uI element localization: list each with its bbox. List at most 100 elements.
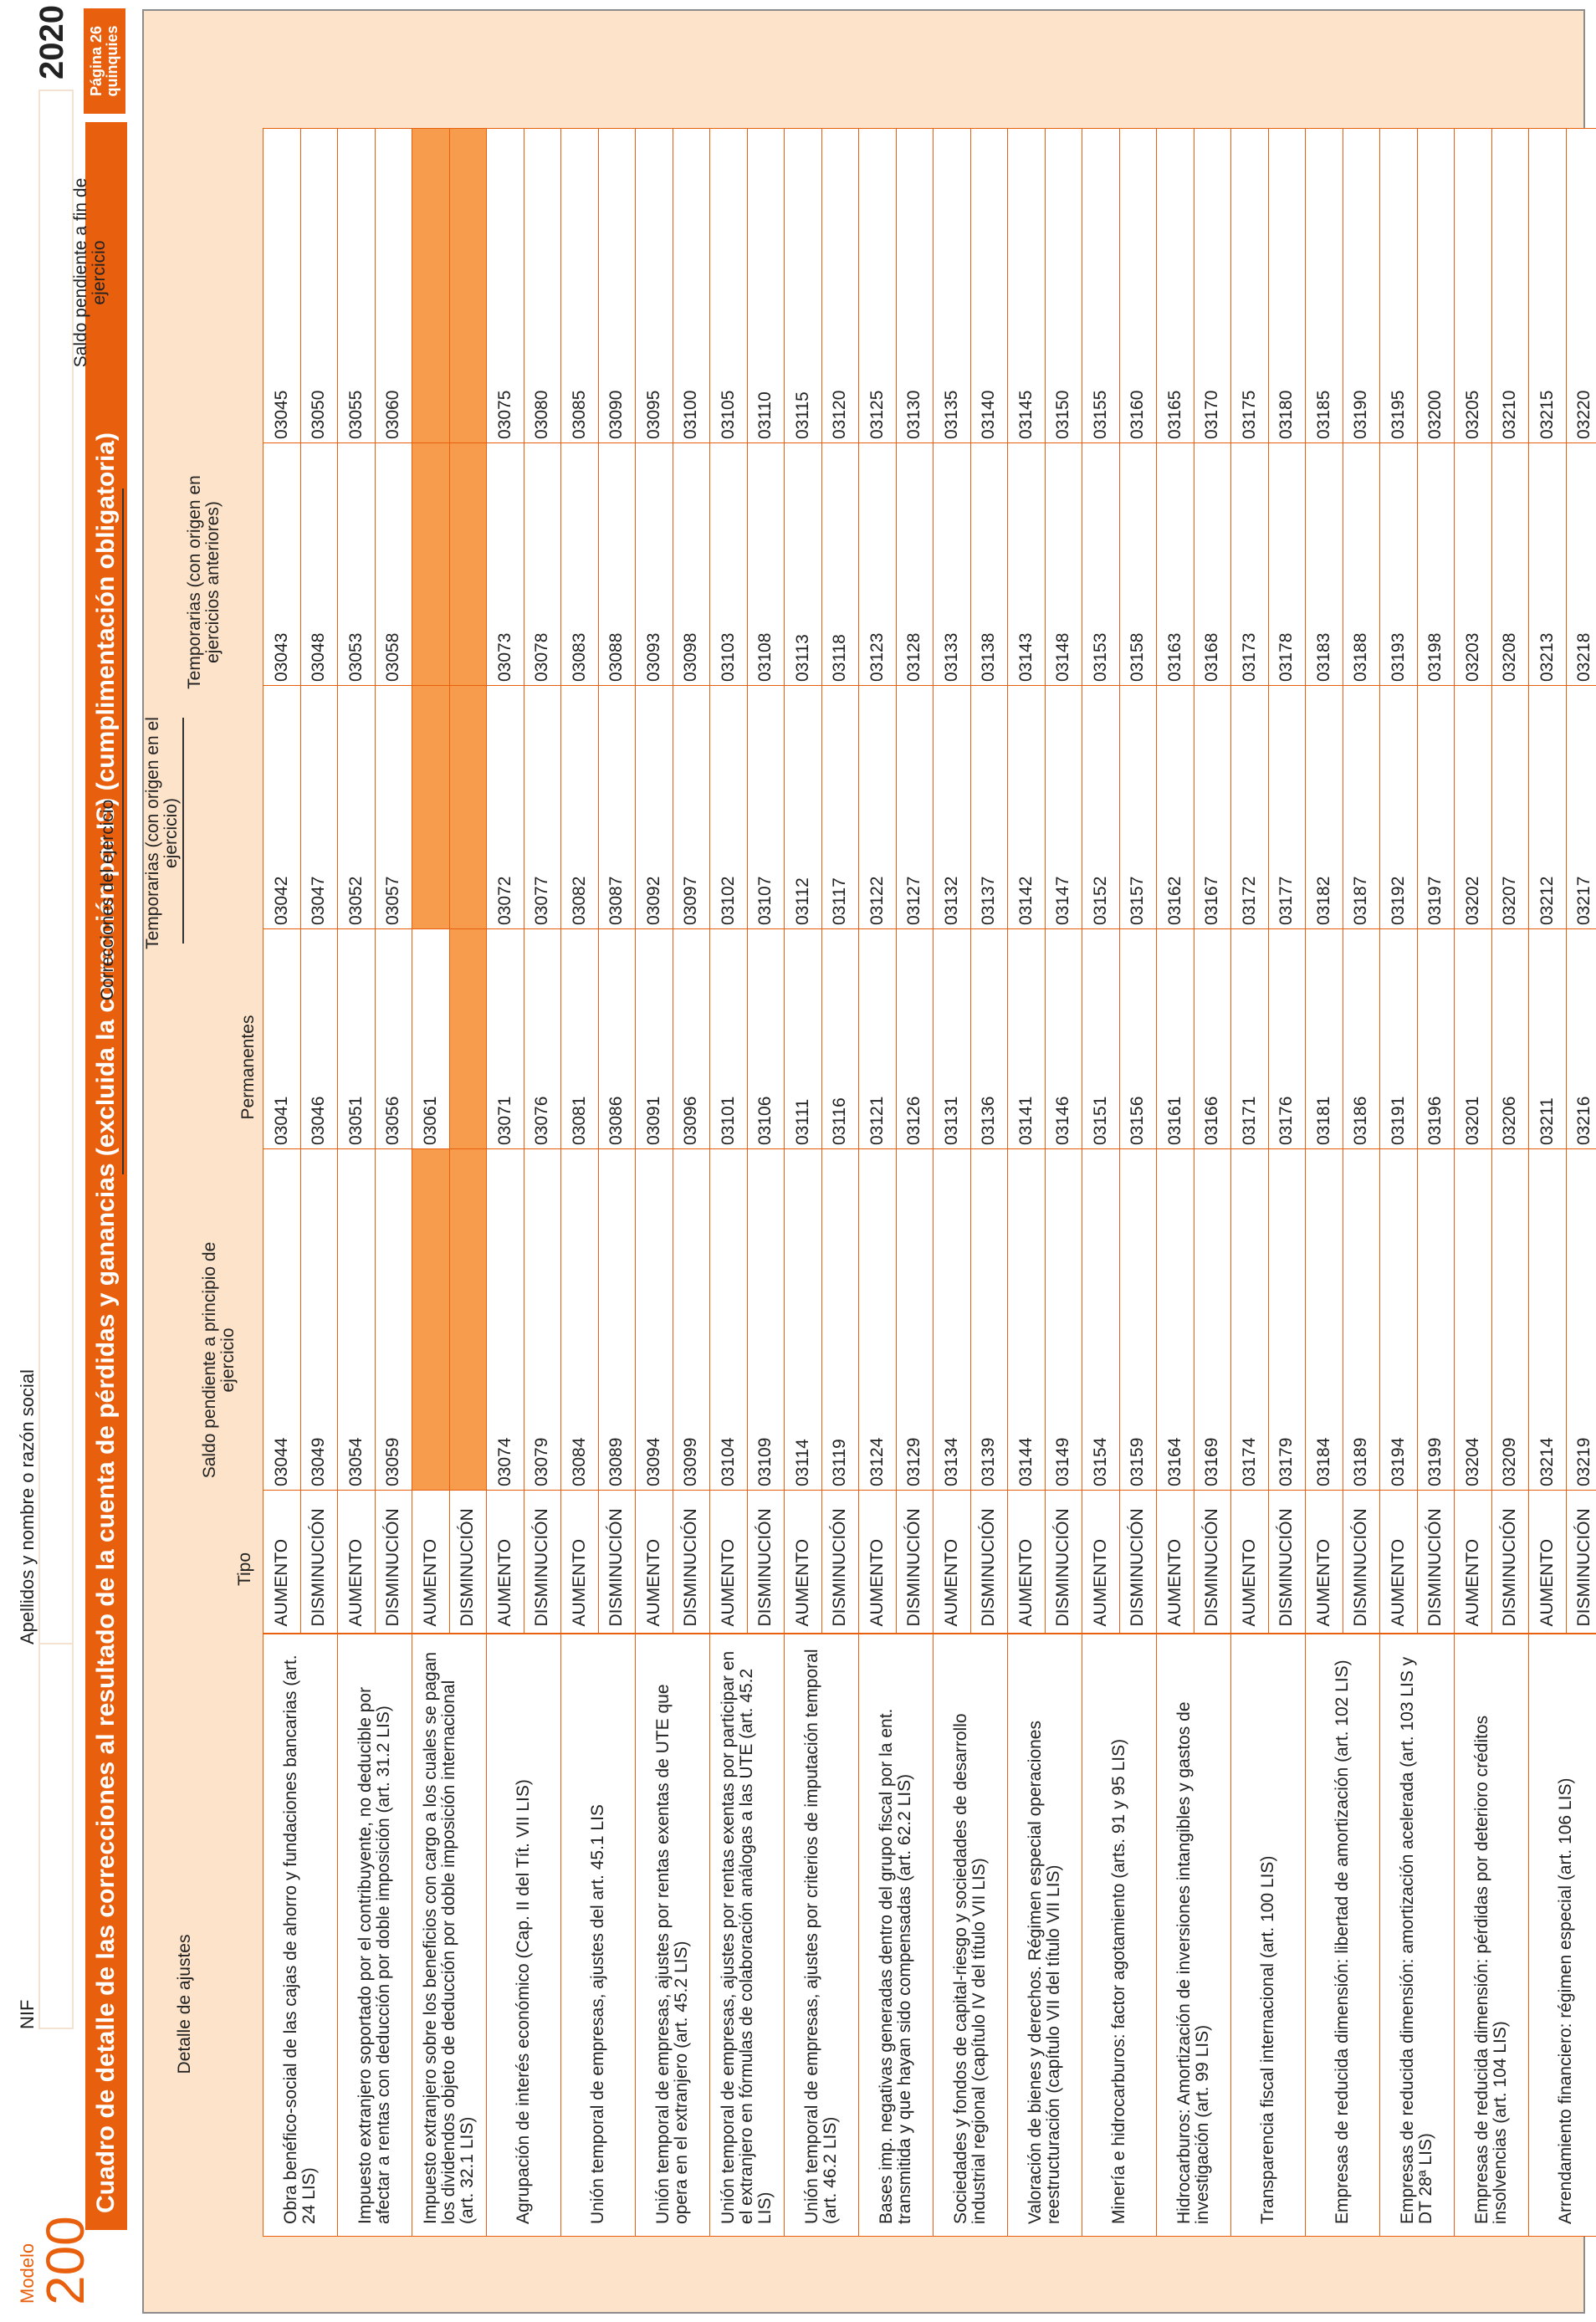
amount-field[interactable]: 03082 xyxy=(560,685,598,929)
amount-field[interactable]: 03193 xyxy=(1379,442,1417,686)
amount-field[interactable]: 03071 xyxy=(486,928,524,1149)
amount-field[interactable]: 03192 xyxy=(1379,685,1417,929)
amount-field[interactable]: 03150 xyxy=(1045,128,1082,443)
amount-field[interactable]: 03143 xyxy=(1007,442,1045,686)
amount-field[interactable]: 03217 xyxy=(1566,685,1596,929)
amount-field[interactable]: 03189 xyxy=(1343,1148,1380,1491)
amount-field[interactable]: 03147 xyxy=(1045,685,1082,929)
amount-field[interactable]: 03191 xyxy=(1379,928,1417,1149)
amount-field[interactable]: 03073 xyxy=(486,442,524,686)
amount-field[interactable]: 03201 xyxy=(1454,928,1491,1149)
amount-field[interactable]: 03114 xyxy=(784,1148,821,1491)
amount-field[interactable]: 03056 xyxy=(375,928,412,1149)
amount-field[interactable]: 03152 xyxy=(1082,685,1119,929)
amount-field[interactable]: 03116 xyxy=(821,928,859,1149)
amount-field[interactable]: 03144 xyxy=(1007,1148,1045,1491)
amount-field[interactable]: 03153 xyxy=(1082,442,1119,686)
amount-field[interactable]: 03108 xyxy=(747,442,785,686)
amount-field[interactable]: 03181 xyxy=(1305,928,1343,1149)
amount-field[interactable]: 03112 xyxy=(784,685,821,929)
amount-field[interactable]: 03132 xyxy=(933,685,970,929)
amount-field[interactable]: 03048 xyxy=(300,442,338,686)
amount-field[interactable]: 03146 xyxy=(1045,928,1082,1149)
amount-field[interactable]: 03077 xyxy=(524,685,561,929)
amount-field[interactable]: 03188 xyxy=(1343,442,1380,686)
amount-field[interactable]: 03139 xyxy=(970,1148,1008,1491)
amount-field[interactable]: 03194 xyxy=(1379,1148,1417,1491)
amount-field[interactable]: 03101 xyxy=(709,928,747,1149)
amount-field[interactable]: 03090 xyxy=(598,128,636,443)
amount-field[interactable]: 03203 xyxy=(1454,442,1491,686)
amount-field[interactable]: 03094 xyxy=(635,1148,673,1491)
amount-field[interactable]: 03165 xyxy=(1156,128,1194,443)
amount-field[interactable]: 03177 xyxy=(1268,685,1306,929)
amount-field[interactable]: 03171 xyxy=(1230,928,1268,1149)
amount-field[interactable]: 03140 xyxy=(970,128,1008,443)
amount-field[interactable]: 03216 xyxy=(1566,928,1596,1149)
amount-field[interactable]: 03220 xyxy=(1566,128,1596,443)
amount-field[interactable]: 03058 xyxy=(375,442,412,686)
amount-field[interactable]: 03207 xyxy=(1491,685,1529,929)
amount-field[interactable]: 03212 xyxy=(1528,685,1566,929)
amount-field[interactable]: 03103 xyxy=(709,442,747,686)
amount-field[interactable]: 03131 xyxy=(933,928,970,1149)
amount-field[interactable]: 03086 xyxy=(598,928,636,1149)
amount-field[interactable]: 03122 xyxy=(858,685,896,929)
amount-field[interactable]: 03200 xyxy=(1417,128,1455,443)
amount-field[interactable]: 03190 xyxy=(1343,128,1380,443)
amount-field[interactable]: 03202 xyxy=(1454,685,1491,929)
amount-field[interactable]: 03050 xyxy=(300,128,338,443)
amount-field[interactable]: 03044 xyxy=(263,1148,300,1491)
amount-field[interactable]: 03083 xyxy=(560,442,598,686)
amount-field[interactable]: 03097 xyxy=(673,685,710,929)
amount-field[interactable]: 03209 xyxy=(1491,1148,1529,1491)
amount-field[interactable]: 03137 xyxy=(970,685,1008,929)
amount-field[interactable]: 03107 xyxy=(747,685,785,929)
amount-field[interactable]: 03179 xyxy=(1268,1148,1306,1491)
amount-field[interactable]: 03148 xyxy=(1045,442,1082,686)
amount-field[interactable]: 03092 xyxy=(635,685,673,929)
amount-field[interactable]: 03053 xyxy=(337,442,375,686)
amount-field[interactable]: 03141 xyxy=(1007,928,1045,1149)
amount-field[interactable]: 03124 xyxy=(858,1148,896,1491)
amount-field[interactable]: 03095 xyxy=(635,128,673,443)
amount-field[interactable]: 03115 xyxy=(784,128,821,443)
amount-field[interactable]: 03041 xyxy=(263,928,300,1149)
amount-field[interactable]: 03100 xyxy=(673,128,710,443)
amount-field[interactable]: 03113 xyxy=(784,442,821,686)
amount-field[interactable]: 03075 xyxy=(486,128,524,443)
amount-field[interactable]: 03136 xyxy=(970,928,1008,1149)
amount-field[interactable]: 03170 xyxy=(1194,128,1231,443)
amount-field[interactable]: 03151 xyxy=(1082,928,1119,1149)
amount-field[interactable]: 03059 xyxy=(375,1148,412,1491)
amount-field[interactable]: 03154 xyxy=(1082,1148,1119,1491)
amount-field[interactable]: 03043 xyxy=(263,442,300,686)
amount-field[interactable]: 03079 xyxy=(524,1148,561,1491)
amount-field[interactable]: 03054 xyxy=(337,1148,375,1491)
amount-field[interactable]: 03072 xyxy=(486,685,524,929)
amount-field[interactable]: 03076 xyxy=(524,928,561,1149)
amount-field[interactable]: 03133 xyxy=(933,442,970,686)
amount-field[interactable]: 03197 xyxy=(1417,685,1455,929)
amount-field[interactable]: 03161 xyxy=(1156,928,1194,1149)
amount-field[interactable]: 03145 xyxy=(1007,128,1045,443)
amount-field[interactable]: 03084 xyxy=(560,1148,598,1491)
amount-field[interactable]: 03219 xyxy=(1566,1148,1596,1491)
amount-field[interactable]: 03117 xyxy=(821,685,859,929)
amount-field[interactable]: 03135 xyxy=(933,128,970,443)
amount-field[interactable]: 03172 xyxy=(1230,685,1268,929)
amount-field[interactable]: 03128 xyxy=(896,442,934,686)
amount-field[interactable]: 03174 xyxy=(1230,1148,1268,1491)
amount-field[interactable]: 03042 xyxy=(263,685,300,929)
amount-field[interactable]: 03125 xyxy=(858,128,896,443)
amount-field[interactable]: 03169 xyxy=(1194,1148,1231,1491)
amount-field[interactable]: 03088 xyxy=(598,442,636,686)
amount-field[interactable]: 03211 xyxy=(1528,928,1566,1149)
amount-field[interactable]: 03218 xyxy=(1566,442,1596,686)
amount-field[interactable]: 03060 xyxy=(375,128,412,443)
amount-field[interactable]: 03149 xyxy=(1045,1148,1082,1491)
amount-field[interactable]: 03078 xyxy=(524,442,561,686)
amount-field[interactable]: 03204 xyxy=(1454,1148,1491,1491)
amount-field[interactable]: 03051 xyxy=(337,928,375,1149)
amount-field[interactable]: 03106 xyxy=(747,928,785,1149)
